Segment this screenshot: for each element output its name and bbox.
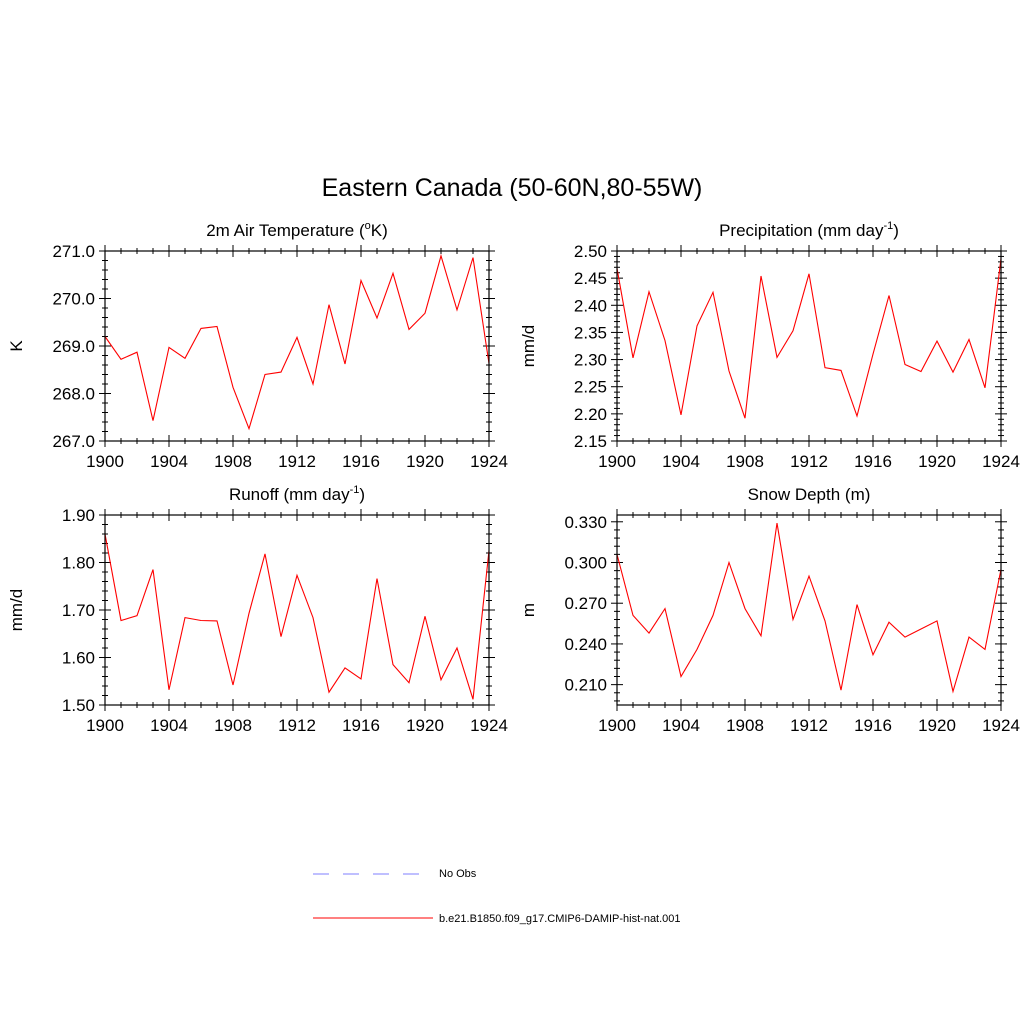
x-tick-label: 1904 [150, 452, 188, 471]
y-tick-label: 0.330 [564, 513, 607, 532]
x-tick-label: 1920 [406, 716, 444, 735]
x-tick-label: 1908 [214, 452, 252, 471]
y-tick-label: 0.240 [564, 635, 607, 654]
series-line [104, 253, 490, 431]
series-line [616, 258, 1002, 419]
chart-panel: Snow Depth (m) m 1900 1904 1908 1912 1916 1920 1… [519, 485, 1020, 735]
y-tick-label: 1.90 [62, 506, 95, 525]
x-tick-label: 1916 [854, 716, 892, 735]
y-tick-label: 0.210 [564, 676, 607, 695]
x-tick-label: 1908 [726, 716, 764, 735]
x-tick-label: 1900 [86, 452, 124, 471]
chart-panel: Runoff (mm day-1) mm/d 1900 1904 1908 1912 191… [7, 484, 508, 735]
x-tick-label: 1908 [726, 452, 764, 471]
y-axis-label: mm/d [519, 325, 538, 368]
y-tick-label: 2.40 [574, 296, 607, 315]
x-tick-label: 1904 [662, 716, 700, 735]
y-tick-label: 2.35 [574, 323, 607, 342]
plot-frame [616, 514, 1002, 706]
y-tick-label: 269.0 [52, 337, 95, 356]
y-axis-label: mm/d [7, 589, 26, 632]
plot-frame [104, 250, 490, 442]
y-tick-label: 267.0 [52, 432, 95, 451]
y-tick-label: 2.30 [574, 351, 607, 370]
x-tick-label: 1916 [342, 716, 380, 735]
panel-title: Precipitation (mm day-1) [719, 220, 899, 240]
y-tick-label: 1.60 [62, 649, 95, 668]
y-tick-label: 270.0 [52, 290, 95, 309]
y-tick-label: 2.25 [574, 378, 607, 397]
legend: No Obs b.e21.B1850.f09_g17.CMIP6-DAMIP-h… [313, 868, 681, 925]
series-line [616, 523, 1002, 694]
chart-panels: 2m Air Temperature (oK) K 1900 1904 1908 1912… [7, 220, 1020, 735]
y-tick-label: 271.0 [52, 242, 95, 261]
x-tick-label: 1900 [86, 716, 124, 735]
series-line [104, 533, 490, 700]
panel-title: 2m Air Temperature (oK) [206, 220, 388, 240]
panel-title: Snow Depth (m) [748, 485, 871, 504]
figure-title: Eastern Canada (50-60N,80-55W) [322, 174, 703, 202]
x-tick-label: 1912 [278, 716, 316, 735]
y-tick-label: 268.0 [52, 385, 95, 404]
x-tick-label: 1920 [918, 716, 956, 735]
plot-frame [616, 250, 1002, 442]
x-tick-label: 1912 [790, 452, 828, 471]
y-axis-label: m [519, 603, 538, 617]
x-tick-label: 1924 [470, 452, 508, 471]
x-tick-label: 1900 [598, 452, 636, 471]
x-tick-label: 1912 [790, 716, 828, 735]
x-tick-label: 1912 [278, 452, 316, 471]
y-axis-label: K [7, 340, 26, 352]
x-tick-label: 1920 [406, 452, 444, 471]
x-tick-label: 1916 [342, 452, 380, 471]
x-tick-label: 1920 [918, 452, 956, 471]
x-tick-label: 1900 [598, 716, 636, 735]
x-tick-label: 1916 [854, 452, 892, 471]
x-tick-label: 1924 [982, 716, 1020, 735]
y-tick-label: 2.45 [574, 269, 607, 288]
y-tick-label: 1.70 [62, 601, 95, 620]
legend-label-no-obs: No Obs [439, 868, 477, 880]
x-tick-label: 1924 [470, 716, 508, 735]
y-tick-label: 0.300 [564, 554, 607, 573]
x-tick-label: 1924 [982, 452, 1020, 471]
y-tick-label: 1.50 [62, 696, 95, 715]
y-tick-label: 2.20 [574, 405, 607, 424]
x-tick-label: 1908 [214, 716, 252, 735]
chart-panel: Precipitation (mm day-1) mm/d 1900 1904 1908… [519, 220, 1020, 471]
panel-title: Runoff (mm day-1) [229, 484, 365, 504]
x-tick-label: 1904 [150, 716, 188, 735]
y-tick-label: 1.80 [62, 554, 95, 573]
x-tick-label: 1904 [662, 452, 700, 471]
plot-frame [104, 514, 490, 706]
legend-label-model: b.e21.B1850.f09_g17.CMIP6-DAMIP-hist-nat… [439, 913, 681, 925]
y-tick-label: 0.270 [564, 594, 607, 613]
chart-panel: 2m Air Temperature (oK) K 1900 1904 1908 1912… [7, 220, 508, 471]
y-tick-label: 2.15 [574, 432, 607, 451]
y-tick-label: 2.50 [574, 242, 607, 261]
